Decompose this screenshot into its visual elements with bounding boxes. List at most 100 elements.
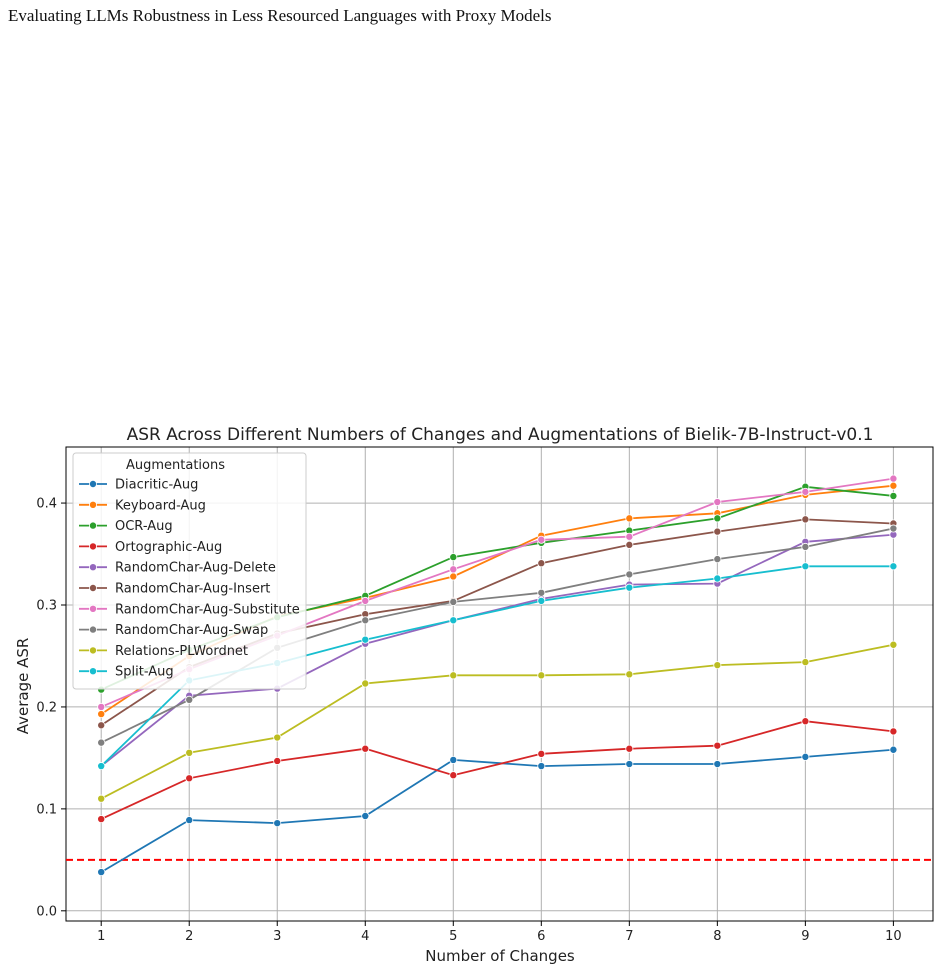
legend-item-label: RandomChar-Aug-Delete xyxy=(115,561,276,576)
data-point xyxy=(97,702,106,711)
x-tick-label: 2 xyxy=(185,929,193,944)
data-point xyxy=(361,596,370,605)
data-point xyxy=(625,514,634,523)
data-point xyxy=(185,816,194,825)
x-tick-label: 5 xyxy=(449,929,457,944)
y-axis-label: Average ASR xyxy=(14,638,32,735)
data-point xyxy=(185,748,194,757)
data-point xyxy=(449,616,458,625)
series-line xyxy=(100,533,894,767)
data-point xyxy=(537,559,546,568)
plot-frame xyxy=(65,446,934,922)
data-point xyxy=(537,535,546,544)
y-tick-label: 0.2 xyxy=(36,700,57,715)
data-point xyxy=(185,695,194,704)
x-axis-label: Number of Changes xyxy=(425,947,575,965)
y-tick-label: 0.4 xyxy=(36,497,57,512)
data-point xyxy=(713,661,722,670)
data-point xyxy=(537,671,546,680)
data-point xyxy=(889,727,898,736)
data-point xyxy=(361,679,370,688)
data-point xyxy=(889,562,898,571)
legend-item-label: RandomChar-Aug-Substitute xyxy=(115,602,300,617)
data-point xyxy=(273,733,282,742)
data-point xyxy=(801,515,810,524)
plot-area: 1 2 3 4 5 6 7 8 9 10 0.0 0.1 0.2 0.3 0.4 Augmentations D… xyxy=(36,446,934,944)
data-point xyxy=(449,771,458,780)
legend-swatch-marker xyxy=(89,667,98,676)
data-point xyxy=(889,481,898,490)
data-point xyxy=(889,524,898,533)
data-point xyxy=(449,572,458,581)
legend-title: Augmentations xyxy=(126,458,225,473)
data-point xyxy=(537,588,546,597)
data-point xyxy=(889,474,898,483)
y-tick-label: 0.3 xyxy=(36,599,57,614)
data-point xyxy=(273,756,282,765)
legend-swatch-marker xyxy=(89,646,98,655)
data-point xyxy=(713,498,722,507)
data-point xyxy=(801,562,810,571)
data-point xyxy=(625,670,634,679)
legend-item-label: RandomChar-Aug-Swap xyxy=(115,623,268,638)
page-header: Evaluating LLMs Robustness in Less Resou… xyxy=(8,6,552,25)
data-point xyxy=(97,738,106,747)
data-point xyxy=(449,671,458,680)
x-tick-label: 6 xyxy=(537,929,545,944)
data-point xyxy=(713,760,722,769)
data-point xyxy=(361,744,370,753)
x-tick-label: 3 xyxy=(273,929,281,944)
series-line xyxy=(100,748,894,873)
legend-swatch-marker xyxy=(89,604,98,613)
data-point xyxy=(625,583,634,592)
data-point xyxy=(713,741,722,750)
chart-title: ASR Across Different Numbers of Changes … xyxy=(127,425,874,445)
x-tick-label: 8 xyxy=(713,929,721,944)
legend-swatch-marker xyxy=(89,521,98,530)
x-tick-label: 7 xyxy=(625,929,633,944)
legend-swatch-marker xyxy=(89,542,98,551)
data-point xyxy=(361,616,370,625)
y-tick-label: 0.0 xyxy=(36,904,57,919)
data-point xyxy=(713,514,722,523)
legend-item-label: Diacritic-Aug xyxy=(115,478,198,493)
legend-item-label: Keyboard-Aug xyxy=(115,498,206,513)
data-point xyxy=(97,710,106,719)
legend-swatch-marker xyxy=(89,625,98,634)
legend-swatch-marker xyxy=(89,479,98,488)
data-point xyxy=(625,532,634,541)
legend-item-label: Split-Aug xyxy=(115,665,174,680)
legend-item-label: OCR-Aug xyxy=(115,519,173,534)
data-point xyxy=(97,868,106,877)
x-tick-label: 1 xyxy=(97,929,105,944)
data-point xyxy=(713,527,722,536)
data-point xyxy=(97,815,106,824)
data-point xyxy=(273,819,282,828)
legend-item-label: RandomChar-Aug-Insert xyxy=(115,582,270,597)
legend-swatch-marker xyxy=(89,563,98,572)
data-point xyxy=(889,640,898,649)
series-line xyxy=(100,643,894,800)
data-point xyxy=(801,542,810,551)
legend-swatch-marker xyxy=(89,584,98,593)
data-point xyxy=(537,762,546,771)
data-point xyxy=(449,553,458,562)
data-point xyxy=(625,570,634,579)
data-point xyxy=(801,752,810,761)
data-point xyxy=(713,555,722,564)
data-point xyxy=(625,744,634,753)
data-point xyxy=(801,658,810,667)
data-point xyxy=(185,774,194,783)
data-point xyxy=(713,574,722,583)
data-point xyxy=(97,762,106,771)
data-point xyxy=(361,635,370,644)
data-point xyxy=(625,760,634,769)
legend-swatch-marker xyxy=(89,500,98,509)
data-point xyxy=(801,717,810,726)
y-tick-label: 0.1 xyxy=(36,802,57,817)
data-point xyxy=(449,597,458,606)
data-point xyxy=(889,745,898,754)
x-tick-label: 10 xyxy=(885,929,902,944)
data-point xyxy=(361,812,370,821)
